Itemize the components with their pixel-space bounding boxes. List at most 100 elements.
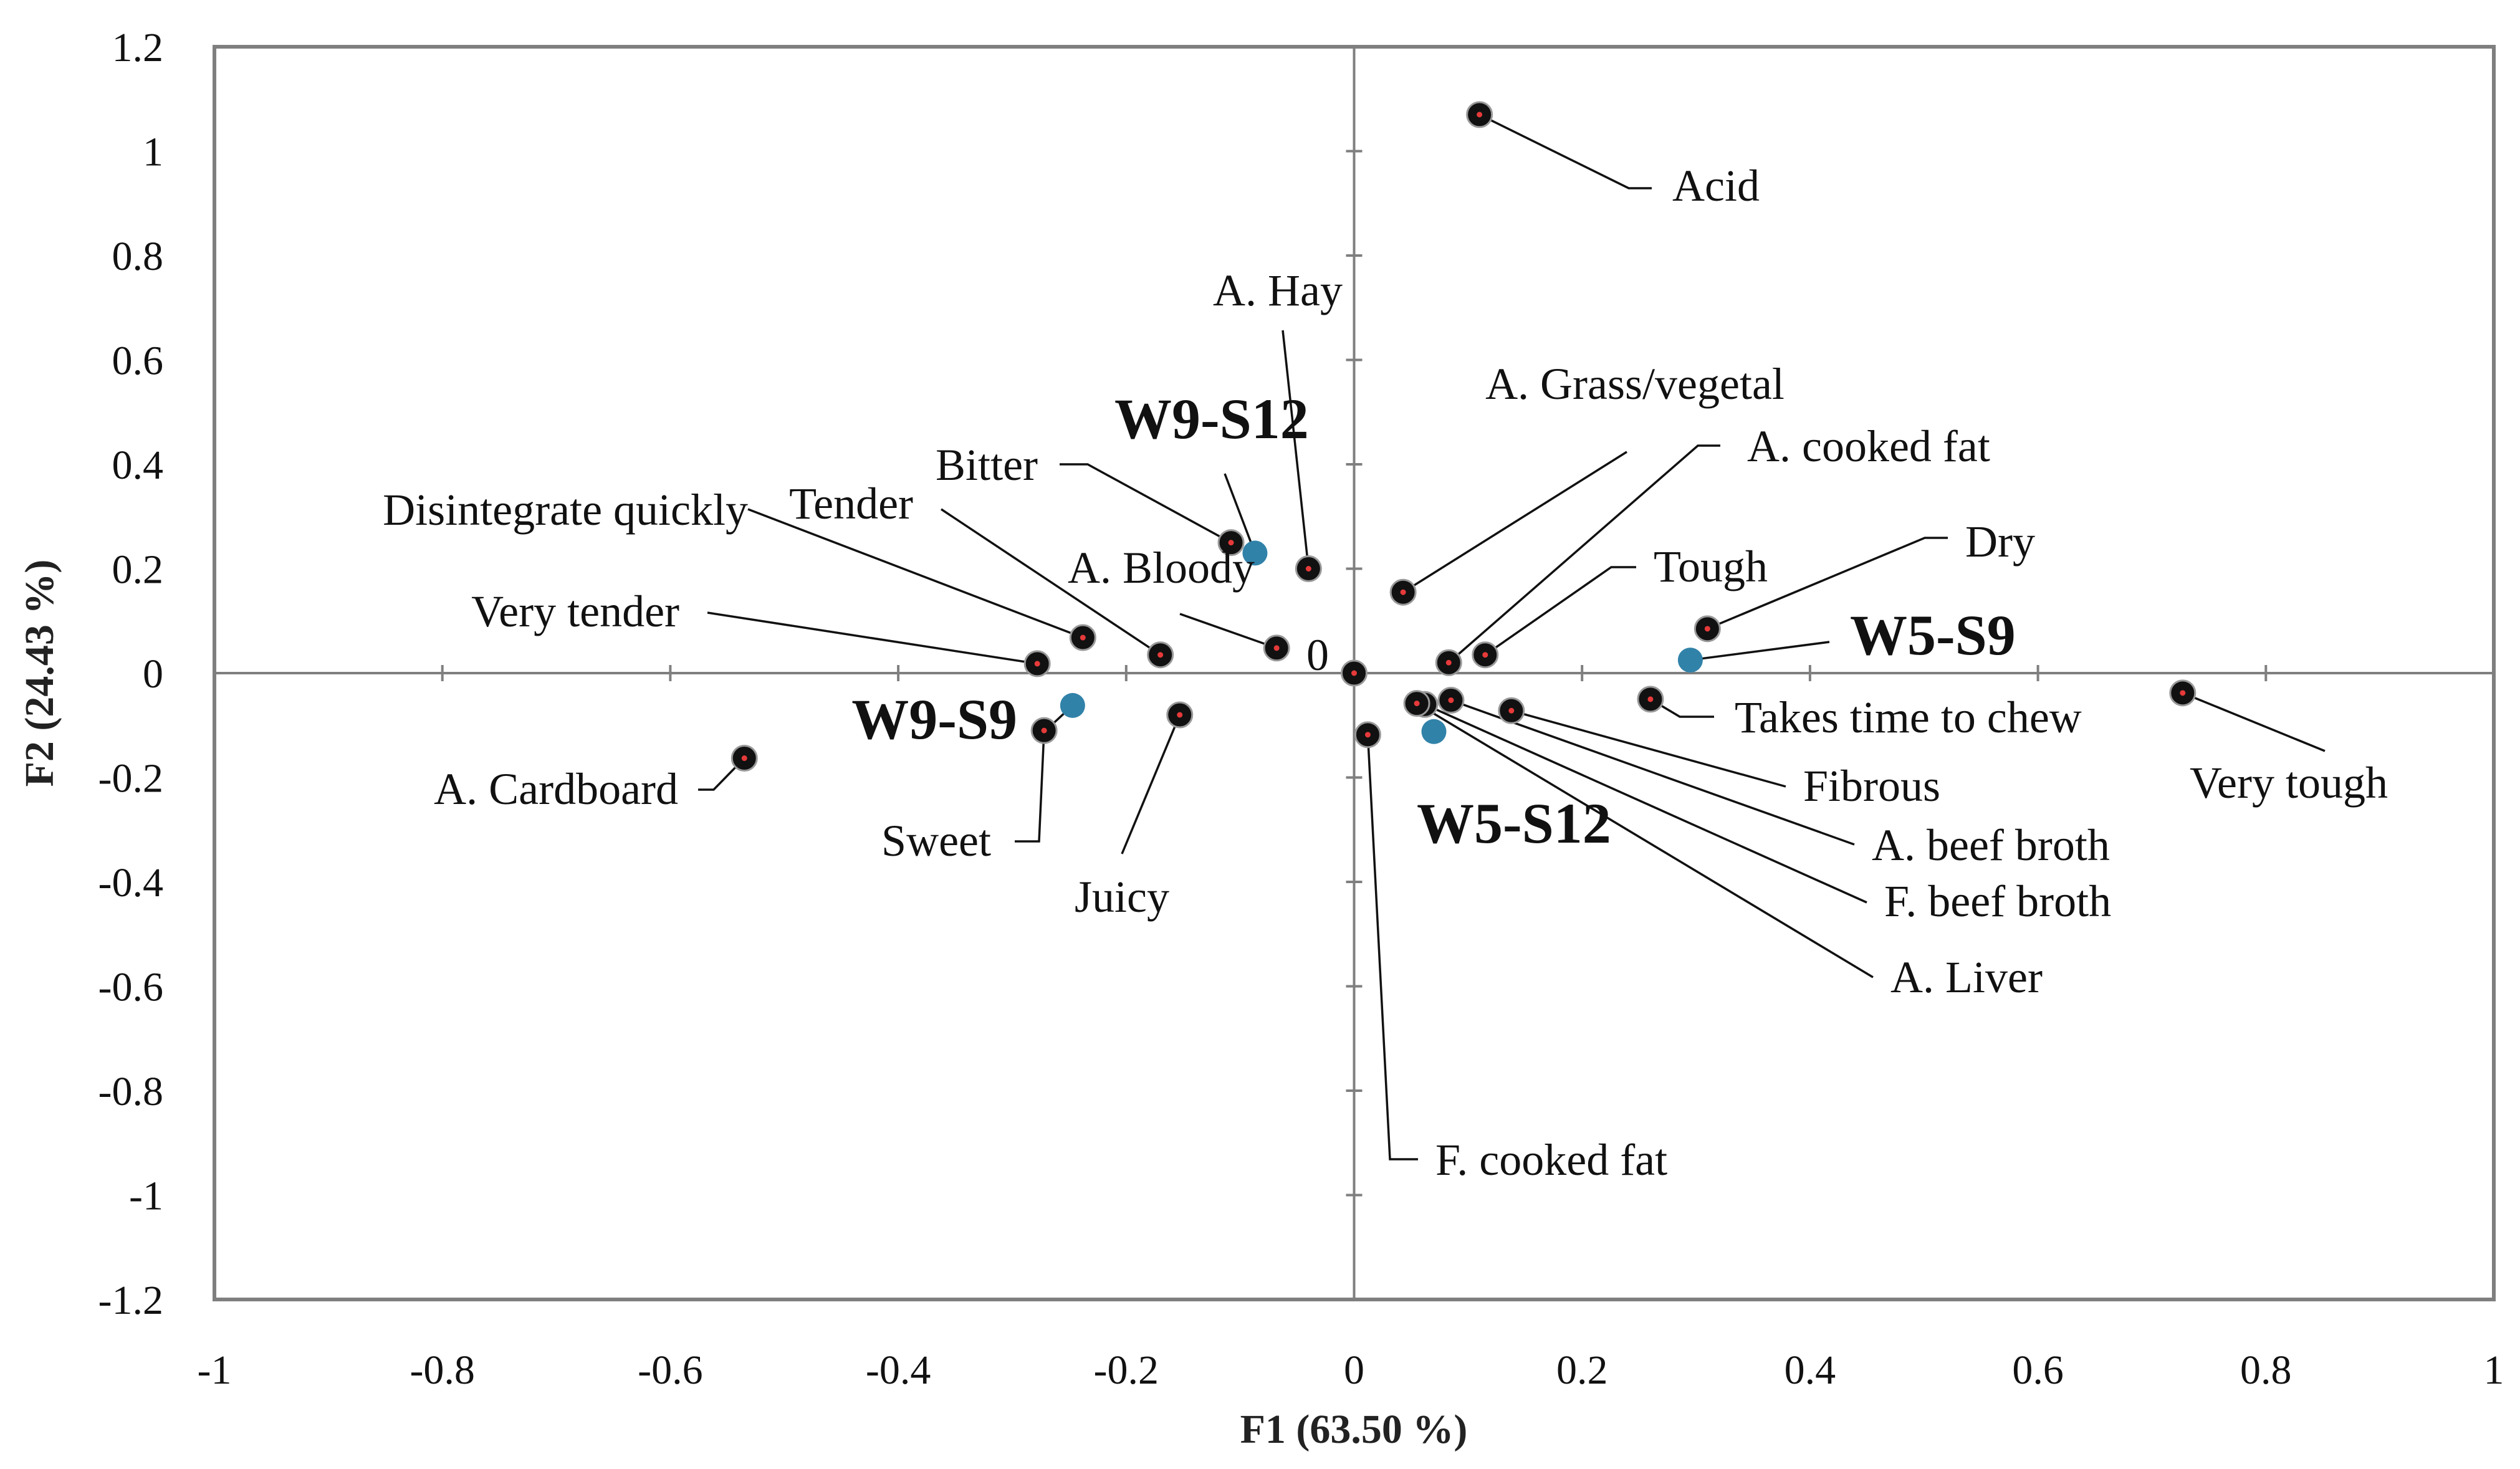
y-tick-label: -1.2 xyxy=(98,1278,163,1323)
x-axis-title: F1 (63.50 %) xyxy=(1240,1407,1468,1452)
y-tick-label: -0.4 xyxy=(98,860,163,906)
data-points xyxy=(731,101,2197,772)
y-tick-label: -0.6 xyxy=(98,965,163,1010)
leader-line xyxy=(1416,702,1874,979)
attribute-point-center xyxy=(1041,727,1047,734)
y-tick-label: 0.4 xyxy=(112,443,164,488)
attribute-point-center xyxy=(741,755,747,762)
attribute-label: Very tender xyxy=(471,586,679,636)
attribute-label: A. Liver xyxy=(1890,952,2043,1002)
attribute-point-center xyxy=(1177,712,1183,718)
attribute-label: Very tough xyxy=(2190,758,2388,808)
x-tick-label: -0.6 xyxy=(638,1347,702,1393)
y-tick-label: -0.2 xyxy=(98,756,163,801)
attribute-point-center xyxy=(1445,659,1452,666)
attribute-point-center xyxy=(1351,670,1357,676)
sample-point xyxy=(1421,719,1447,744)
leader-line xyxy=(1450,699,1855,846)
sample-label: W9-S12 xyxy=(1114,387,1309,451)
leader-line xyxy=(1424,703,1867,904)
x-tick-label: -1 xyxy=(198,1347,232,1393)
tick-labels: -1 -0.8 -0.6 -0.4 -0.2 0 0.2 0.4 0.6 0.8 1 1.2 1 0.8 0… xyxy=(98,25,2504,1393)
x-tick-label: 0.4 xyxy=(1785,1347,1836,1393)
leader-line xyxy=(1282,330,1310,569)
leader-line xyxy=(1224,473,1257,553)
leader-line xyxy=(1690,641,1830,661)
attribute-label: Juicy xyxy=(1075,872,1169,922)
x-tick-label: 0 xyxy=(1344,1347,1364,1393)
attribute-point-center xyxy=(1228,540,1234,546)
attribute-label: A. Grass/vegetal xyxy=(1485,359,1785,409)
sample-label: W5-S9 xyxy=(1850,603,2016,667)
leader-line xyxy=(1179,613,1277,649)
x-tick-label: 0.8 xyxy=(2240,1347,2292,1393)
attribute-label: Disintegrate quickly xyxy=(383,485,748,535)
y-tick-label: 1.2 xyxy=(112,25,164,70)
leader-lines xyxy=(698,113,2326,1160)
leader-line xyxy=(1511,709,1786,788)
sample-point xyxy=(1060,692,1085,718)
attribute-label: 0 xyxy=(1306,630,1329,680)
leader-line xyxy=(1060,463,1232,544)
leader-line xyxy=(707,611,1038,665)
attribute-point-center xyxy=(1704,626,1710,632)
leader-line xyxy=(1402,451,1627,593)
attribute-point-center xyxy=(1414,701,1420,707)
leader-line xyxy=(1448,444,1720,664)
attribute-point-center xyxy=(1273,645,1280,651)
leader-line xyxy=(1121,714,1181,854)
leader-line xyxy=(1484,566,1636,656)
attribute-label: Sweet xyxy=(881,816,991,866)
attribute-point-center xyxy=(1157,652,1164,658)
leader-line xyxy=(1478,113,1652,189)
leader-line xyxy=(2182,692,2326,752)
attribute-point-center xyxy=(1647,696,1654,702)
attribute-point-center xyxy=(1305,566,1311,572)
y-axis-title: F2 (24.43 %) xyxy=(17,560,62,787)
attribute-label: Tough xyxy=(1654,542,1768,591)
y-tick-label: 0.6 xyxy=(112,338,164,384)
y-tick-label: 0 xyxy=(143,651,163,697)
x-tick-label: -0.4 xyxy=(866,1347,931,1393)
attribute-label: Bitter xyxy=(936,440,1038,490)
point-labels: Acid A. Hay A. Grass/vegetal A. cooked fat B… xyxy=(383,161,2388,1185)
attribute-point-center xyxy=(1477,112,1483,118)
attribute-point-center xyxy=(2180,690,2186,696)
x-tick-label: 1 xyxy=(2484,1347,2504,1393)
attribute-label: Acid xyxy=(1672,161,1760,211)
x-tick-label: 0.6 xyxy=(2012,1347,2064,1393)
attribute-label: Tender xyxy=(789,479,913,529)
attribute-label: A. Hay xyxy=(1213,266,1343,315)
sample-point xyxy=(1677,648,1703,673)
attribute-point-center xyxy=(1034,661,1040,667)
attribute-label: F. beef broth xyxy=(1884,876,2111,926)
y-tick-label: -0.8 xyxy=(98,1069,163,1114)
leader-line xyxy=(698,757,745,791)
attribute-point-center xyxy=(1482,652,1488,658)
leader-line xyxy=(1366,734,1418,1160)
attribute-label: F. cooked fat xyxy=(1435,1135,1667,1185)
attribute-point-center xyxy=(1448,697,1454,704)
attribute-label: A. Cardboard xyxy=(434,764,678,814)
y-tick-label: 0.8 xyxy=(112,234,164,279)
attribute-point-center xyxy=(1508,707,1515,714)
leader-line xyxy=(1015,730,1045,843)
y-tick-label: -1 xyxy=(129,1174,163,1219)
y-tick-label: 1 xyxy=(143,130,163,175)
attribute-label: Dry xyxy=(1965,517,2035,567)
attribute-point-center xyxy=(1364,732,1371,738)
leader-line xyxy=(747,508,1083,639)
attribute-label: A. Bloody xyxy=(1068,543,1255,593)
sample-point xyxy=(1242,540,1268,566)
leader-line xyxy=(1707,537,1948,630)
x-tick-label: -0.2 xyxy=(1094,1347,1159,1393)
attribute-label: A. cooked fat xyxy=(1747,421,1990,471)
sample-label: W5-S12 xyxy=(1417,792,1611,855)
x-tick-label: -0.8 xyxy=(410,1347,474,1393)
sample-label: W9-S9 xyxy=(851,687,1017,751)
leader-line xyxy=(941,508,1161,656)
y-tick-label: 0.2 xyxy=(112,547,164,593)
attribute-label: A. beef broth xyxy=(1872,820,2110,870)
x-tick-label: 0.2 xyxy=(1556,1347,1608,1393)
